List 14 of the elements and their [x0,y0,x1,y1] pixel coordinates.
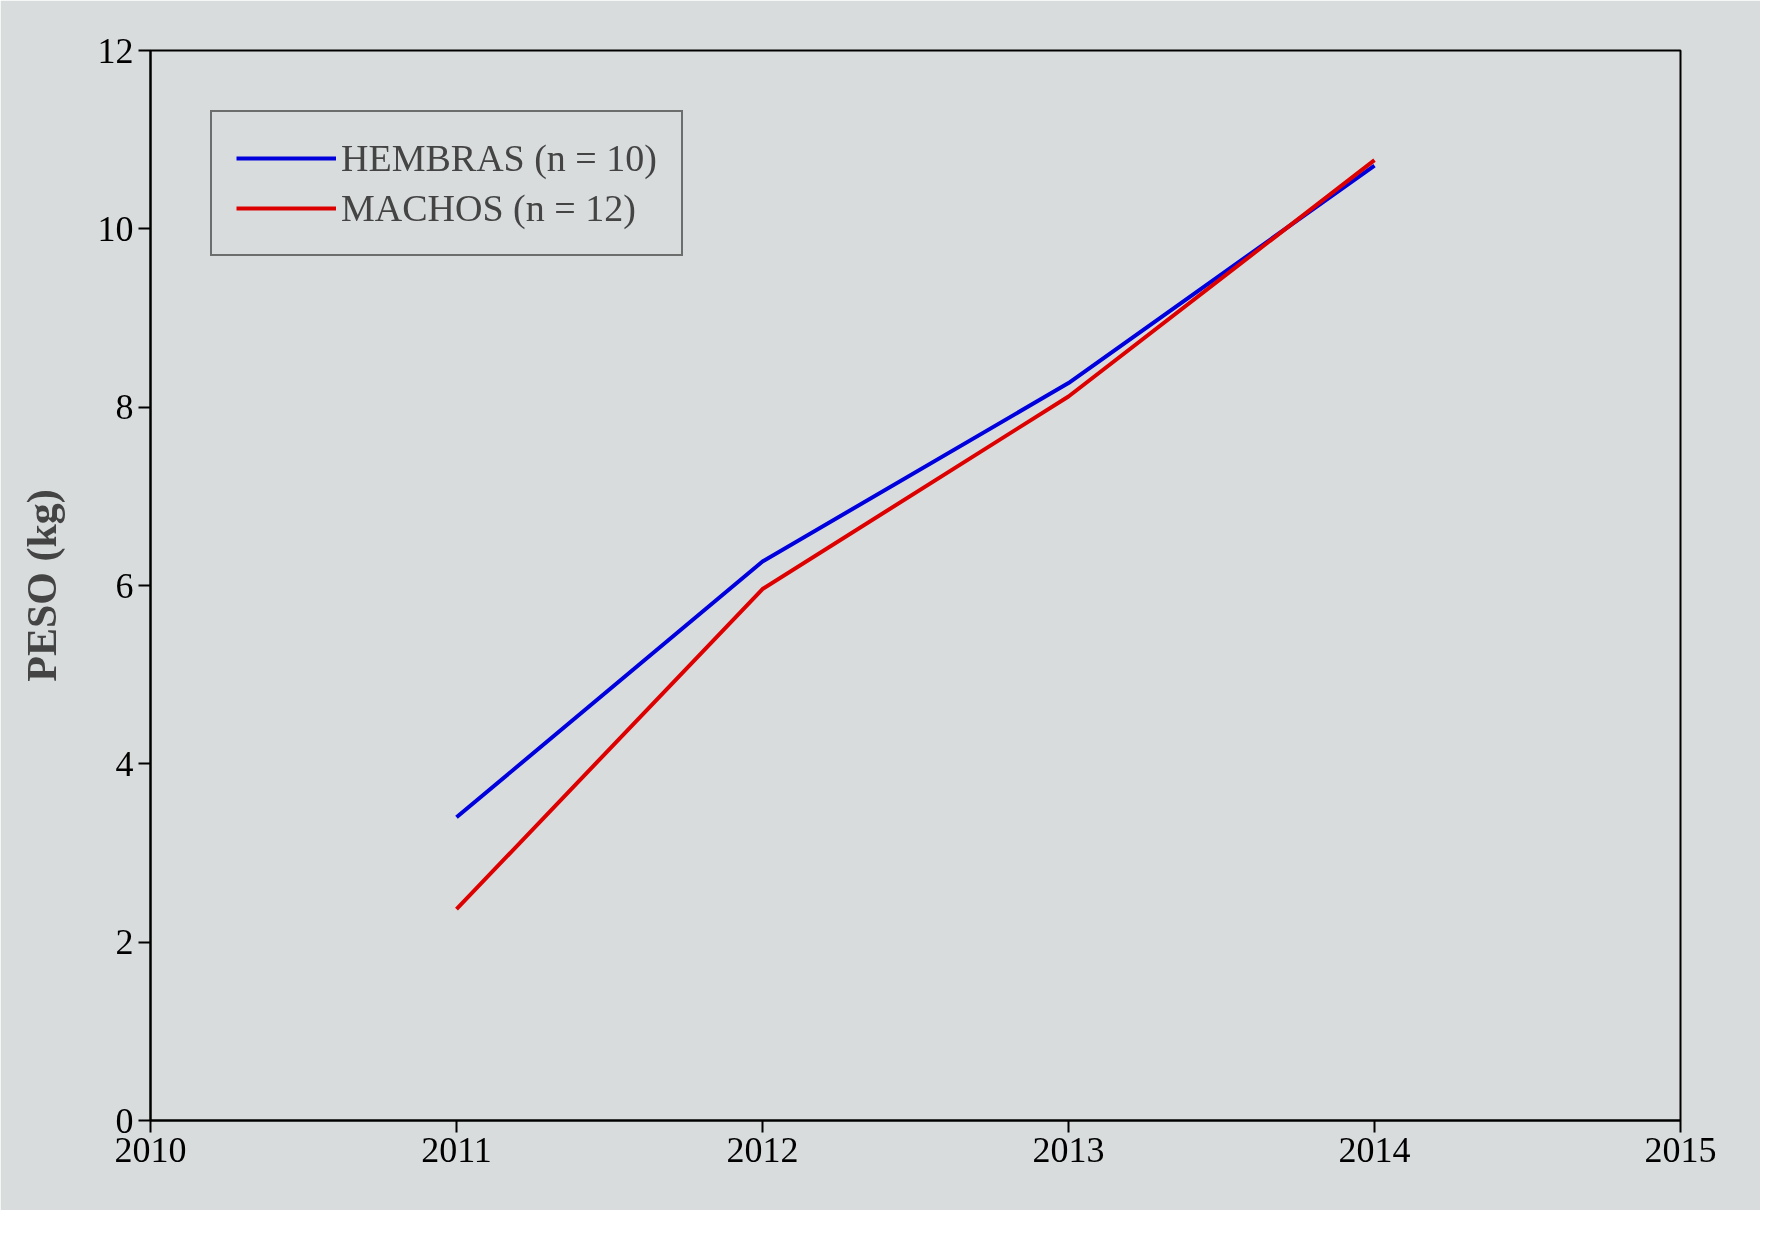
legend-label: HEMBRAS (n = 10) [341,136,657,180]
y-tick-label: 12 [97,30,134,71]
x-tick-label: 2011 [421,1129,492,1170]
x-tick-label: 2015 [1644,1129,1717,1170]
y-tick-label: 2 [115,922,134,963]
x-tick-label: 2013 [1032,1129,1105,1170]
y-tick-label: 4 [115,743,134,784]
y-tick-label: 6 [115,565,134,606]
x-tick-label: 2012 [726,1129,799,1170]
y-tick-label: 8 [115,387,134,428]
y-axis-title: PESO (kg) [18,489,66,682]
legend-label: MACHOS (n = 12) [341,186,636,230]
y-tick-label: 10 [97,208,134,249]
x-tick-label: 2014 [1338,1129,1411,1170]
